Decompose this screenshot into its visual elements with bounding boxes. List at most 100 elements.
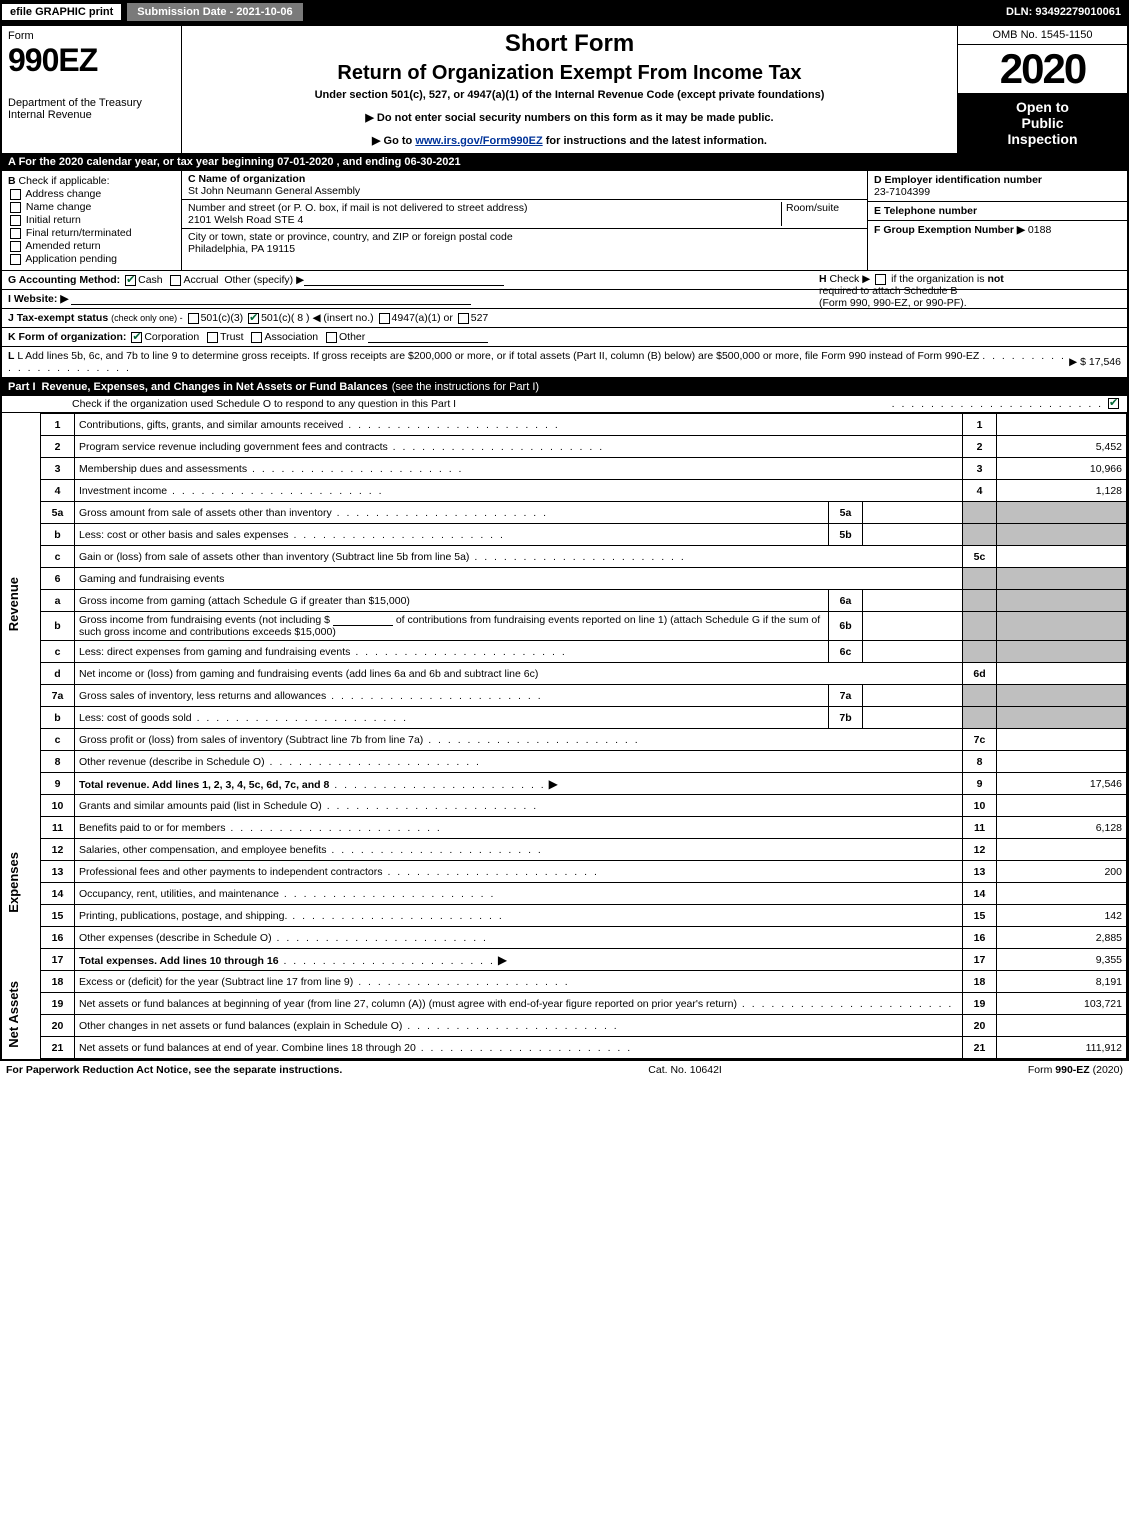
table-row: cGross profit or (loss) from sales of in… [2, 729, 1127, 751]
table-row: 3Membership dues and assessments310,966 [2, 458, 1127, 480]
b-opt-name[interactable]: Name change [8, 201, 175, 213]
table-row: 9Total revenue. Add lines 1, 2, 3, 4, 5c… [2, 773, 1127, 795]
org-name: St John Neumann General Assembly [188, 185, 360, 197]
h-text2: if the organization is [891, 273, 984, 285]
table-row: bLess: cost or other basis and sales exp… [2, 524, 1127, 546]
part1-title: Revenue, Expenses, and Changes in Net As… [42, 381, 388, 393]
j-chk1-icon[interactable] [188, 313, 199, 324]
tax-year: 2020 [958, 45, 1127, 93]
j-o1: 501(c)(3) [201, 312, 244, 324]
table-row: 6Gaming and fundraising events [2, 568, 1127, 590]
k-chk3-icon[interactable] [251, 332, 262, 343]
org-city: Philadelphia, PA 19115 [188, 243, 513, 255]
table-row: cLess: direct expenses from gaming and f… [2, 641, 1127, 663]
b-opt-pending[interactable]: Application pending [8, 253, 175, 265]
b-opt-final[interactable]: Final return/terminated [8, 227, 175, 239]
revenue-label: Revenue [6, 577, 21, 631]
goto-post: for instructions and the latest informat… [543, 135, 767, 147]
website-blank[interactable] [71, 293, 471, 305]
checkbox-icon[interactable] [10, 254, 21, 265]
dept-treasury: Department of the Treasury [8, 97, 175, 109]
h-not: not [987, 273, 1003, 285]
part1-note: (see the instructions for Part I) [392, 381, 539, 393]
table-row: bGross income from fundraising events (n… [2, 612, 1127, 641]
table-row: 20Other changes in net assets or fund ba… [2, 1015, 1127, 1037]
j-row: J Tax-exempt status (check only one) - 5… [2, 309, 1127, 328]
addr-label: Number and street (or P. O. box, if mail… [188, 202, 781, 214]
c-name-row: C Name of organization St John Neumann G… [182, 171, 867, 200]
j-chk2-icon[interactable] [248, 313, 259, 324]
k-other-blank[interactable] [368, 331, 488, 343]
j-chk3-icon[interactable] [379, 313, 390, 324]
l-text: L Add lines 5b, 6c, and 7b to line 9 to … [17, 350, 979, 362]
dots-icon [353, 976, 569, 988]
table-row: 12Salaries, other compensation, and empl… [2, 839, 1127, 861]
k-chk1-icon[interactable] [131, 332, 142, 343]
dots-icon [247, 463, 463, 475]
checkbox-accrual-icon[interactable] [170, 275, 181, 286]
k-chk4-icon[interactable] [326, 332, 337, 343]
f-group-exemption: F Group Exemption Number ▶ 0188 [868, 221, 1127, 270]
l-row: L L Add lines 5b, 6c, and 7b to line 9 t… [2, 347, 1127, 378]
checkbox-icon[interactable] [10, 189, 21, 200]
g-accrual: Accrual [183, 274, 218, 286]
j-o2: 501(c)( 8 ) ◀ (insert no.) [261, 312, 374, 324]
dots-icon [225, 822, 441, 834]
dots-icon [279, 888, 495, 900]
grp-value: 0188 [1028, 224, 1051, 236]
c-city-row: City or town, state or province, country… [182, 229, 867, 257]
table-row: Expenses 10Grants and similar amounts pa… [2, 795, 1127, 817]
section-b: B Check if applicable: Address change Na… [2, 171, 182, 270]
h-checkbox-icon[interactable] [875, 274, 886, 285]
k-chk2-icon[interactable] [207, 332, 218, 343]
b-opt-initial[interactable]: Initial return [8, 214, 175, 226]
table-row: 17Total expenses. Add lines 10 through 1… [2, 949, 1127, 971]
omb-number: OMB No. 1545-1150 [958, 26, 1127, 45]
part1-check-row: Check if the organization used Schedule … [2, 396, 1127, 413]
footer-right: Form 990-EZ (2020) [1028, 1064, 1123, 1076]
netassets-label: Net Assets [6, 981, 21, 1048]
open-line2: Public [962, 115, 1123, 131]
irs-link[interactable]: www.irs.gov/Form990EZ [415, 135, 542, 147]
table-row: 11Benefits paid to or for members116,128 [2, 817, 1127, 839]
lines-table: Revenue 1Contributions, gifts, grants, a… [2, 413, 1127, 1059]
dots-icon [423, 734, 639, 746]
h-text1: Check ▶ [830, 273, 871, 285]
table-row: 13Professional fees and other payments t… [2, 861, 1127, 883]
g-label: G Accounting Method: [8, 274, 120, 286]
submission-date: Submission Date - 2021-10-06 [127, 3, 302, 21]
j-chk4-icon[interactable] [458, 313, 469, 324]
checkbox-cash-icon[interactable] [125, 275, 136, 286]
room-label: Room/suite [786, 202, 861, 214]
dots-icon [350, 646, 566, 658]
j-o4: 527 [471, 312, 489, 324]
h-block: H Check ▶ if the organization is not req… [819, 273, 1119, 309]
table-row: bLess: cost of goods sold7b [2, 707, 1127, 729]
g-other-blank[interactable] [304, 274, 504, 286]
open-line3: Inspection [962, 131, 1123, 147]
b-opt-address[interactable]: Address change [8, 188, 175, 200]
checkbox-icon[interactable] [10, 215, 21, 226]
part1-checkbox-icon[interactable] [1108, 398, 1119, 409]
dots-icon [265, 756, 481, 768]
b-opt-amended[interactable]: Amended return [8, 240, 175, 252]
b-label: B [8, 175, 16, 187]
checkbox-icon[interactable] [10, 228, 21, 239]
checkbox-icon[interactable] [10, 241, 21, 252]
table-row: 16Other expenses (describe in Schedule O… [2, 927, 1127, 949]
dots-icon [289, 529, 505, 541]
tel-label: E Telephone number [874, 205, 1121, 217]
table-row: aGross income from gaming (attach Schedu… [2, 590, 1127, 612]
part1-label: Part I [8, 381, 42, 393]
part1-header: Part I Revenue, Expenses, and Changes in… [2, 378, 1127, 396]
k-label: K Form of organization: [8, 331, 126, 343]
l-arrow: ▶ $ [1069, 356, 1086, 368]
footer-left: For Paperwork Reduction Act Notice, see … [6, 1064, 342, 1076]
dots-icon [343, 419, 559, 431]
ein-value: 23-7104399 [874, 186, 1121, 198]
dots-icon [279, 955, 495, 967]
checkbox-icon[interactable] [10, 202, 21, 213]
table-row: Net Assets 18Excess or (deficit) for the… [2, 971, 1127, 993]
table-row: 19Net assets or fund balances at beginni… [2, 993, 1127, 1015]
dots-icon [892, 398, 1103, 410]
